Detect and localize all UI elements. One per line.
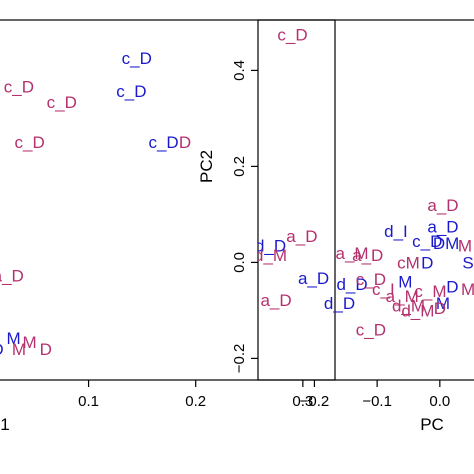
point-label: D: [0, 340, 4, 359]
point-label: d_D: [324, 294, 355, 313]
point-label: c_M: [414, 282, 446, 301]
point-label: a_D: [0, 267, 24, 286]
point-label: c_D: [148, 133, 178, 152]
point-label: S: [462, 253, 473, 272]
y-tick-label: 0.2: [231, 156, 248, 177]
y-tick-label: −0.2: [231, 344, 248, 374]
point-label: M: [6, 329, 20, 348]
point-label: a_M: [336, 244, 369, 263]
point-label: c_D: [47, 93, 77, 112]
y-axis-title: PC2: [197, 150, 216, 183]
point-label: c_D: [356, 270, 386, 289]
point-label: M: [458, 237, 472, 256]
x-tick-label: 0.3: [292, 393, 313, 410]
point-label: c_D: [412, 232, 442, 251]
point-label: cM: [397, 253, 420, 272]
point-label: a_M: [386, 287, 419, 306]
point-labels-group: Dc_Dc_Dc_Dc_Dc_DDc_DDa_Da_Da_DDDMMDDMD: [0, 49, 329, 359]
point-label: c_D: [122, 49, 152, 68]
point-label: M: [398, 273, 412, 292]
point-label: c_D: [277, 25, 307, 44]
plot-frame: [257, 19, 474, 381]
x-tick-label: −0.1: [362, 393, 392, 410]
point-label: a_D: [286, 227, 317, 246]
point-label: D: [179, 133, 191, 152]
point-label: D: [446, 277, 458, 296]
x-axis-title: PC: [420, 415, 444, 434]
point-label: c_D: [4, 78, 34, 97]
y-tick-label: 0.0: [231, 252, 248, 273]
point-label: a_D: [352, 246, 383, 265]
x-tick-label: 0.1: [78, 393, 99, 410]
point-label: d_M: [401, 301, 434, 320]
point-label: a_D: [260, 291, 291, 310]
point-label: M: [12, 340, 26, 359]
point-label: M: [461, 280, 474, 299]
point-label: a_D: [298, 269, 329, 288]
point-label: c_D: [356, 321, 386, 340]
point-label: D: [434, 299, 446, 318]
point-label: c_D: [116, 82, 146, 101]
point-label: d_M: [392, 297, 425, 316]
point-label: a_D: [427, 196, 458, 215]
point-label: c_I: [372, 280, 395, 299]
point-label: D: [40, 340, 52, 359]
point-label: d_M: [254, 246, 287, 265]
point-label: d_D: [336, 275, 367, 294]
x-tick-label: 0.0: [429, 393, 450, 410]
x-tick-label: 0.2: [185, 393, 206, 410]
left-scatter-panel: 0.10.10.20.31Dc_Dc_Dc_Dc_Dc_DDc_DDa_Da_D…: [0, 19, 336, 434]
point-label: d_D: [255, 237, 286, 256]
point-label: M: [436, 294, 450, 313]
point-label: DM: [433, 234, 459, 253]
point-label: c_D: [15, 133, 45, 152]
y-tick-label: 0.4: [231, 60, 248, 81]
point-label: M: [23, 333, 37, 352]
point-label: a_D: [427, 217, 458, 236]
plot-frame: [0, 19, 336, 381]
point-label: D: [421, 253, 433, 272]
x-tick-label: −0.2: [300, 393, 330, 410]
x-axis-title: 1: [0, 415, 9, 434]
point-label: d_I: [384, 222, 408, 241]
